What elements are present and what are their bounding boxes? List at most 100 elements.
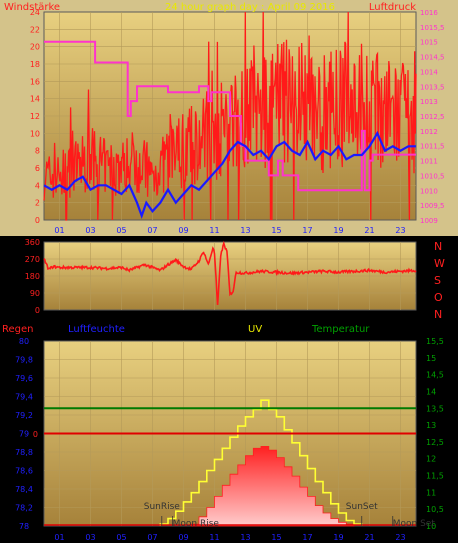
wind-tick-label: 0: [35, 216, 40, 225]
hour-tick-label: 03: [85, 226, 95, 235]
direction-tick-label: 90: [30, 289, 40, 298]
bottom-grid: [44, 341, 416, 526]
wind-tick-label: 12: [30, 112, 40, 121]
pressure-tick-label: 1014: [420, 68, 438, 76]
pressure-tick-label: 1010: [420, 187, 438, 195]
compass-letter: W: [434, 257, 445, 270]
hour-tick-label: 21: [364, 533, 374, 542]
bottom-series: [44, 399, 416, 527]
temperature-tick-label: 12,5: [426, 438, 444, 447]
pressure-tick-label: 1012: [420, 128, 438, 136]
hour-tick-label: 11: [209, 533, 219, 542]
hour-tick-label: 01: [54, 226, 64, 235]
hour-tick-label: 01: [54, 533, 64, 542]
hour-tick-label: 23: [395, 226, 405, 235]
direction-grid: [44, 242, 416, 310]
hour-tick-label: 05: [116, 533, 126, 542]
humidity-tick-label: 78,4: [15, 485, 33, 494]
luftfeuchte-label: Luftfeuchte: [68, 324, 125, 335]
bottom-chart: Regen Luftfeuchte UV Temperatur 7878,278…: [0, 318, 458, 543]
humidity-tick-label: 79: [19, 430, 29, 439]
pressure-tick-label: 1015: [420, 39, 438, 47]
sunrise-annotation: SunRise: [144, 502, 181, 512]
temperature-tick-label: 10,5: [426, 505, 444, 514]
direction-axis-ticks: 0 90 180 270 360: [25, 238, 40, 315]
uv-fill-area: [190, 446, 355, 527]
wind-tick-label: 6: [35, 164, 40, 173]
wind-average-line: [43, 130, 416, 219]
wind-tick-label: 4: [35, 181, 40, 190]
pressure-tick-label: 1012,5: [420, 113, 445, 121]
hour-tick-label: 19: [333, 533, 343, 542]
humidity-tick-label: 78,8: [15, 448, 33, 457]
wind-tick-label: 20: [30, 43, 40, 52]
pressure-axis-ticks: 1009 1009,5 1010 1010,5 1011 1011,5 1012 1012,5…: [420, 9, 445, 225]
temperatur-label: Temperatur: [311, 324, 370, 335]
hour-tick-label: 13: [240, 533, 250, 542]
temperature-tick-label: 13,5: [426, 404, 444, 413]
top-series: [43, 11, 417, 221]
humidity-tick-label: 78,2: [15, 504, 33, 513]
hour-tick-label: 17: [302, 533, 312, 542]
compass-letter: S: [434, 274, 441, 287]
humidity-tick-label: 79,2: [15, 411, 33, 420]
temperature-tick-label: 14,5: [426, 371, 444, 380]
sunset-annotation: SunSet: [346, 502, 378, 512]
hour-tick-label: 21: [364, 226, 374, 235]
wind-tick-label: 2: [35, 199, 40, 208]
pressure-tick-label: 1015,5: [420, 24, 445, 32]
pressure-tick-label: 1009,5: [420, 202, 445, 210]
humidity-tick-label: 80: [19, 337, 29, 346]
temperature-tick-label: 12: [426, 455, 436, 464]
moonrise-annotation: Moon Rise: [173, 519, 220, 529]
humidity-tick-label: 79,8: [15, 356, 33, 365]
wind-tick-label: 10: [30, 129, 40, 138]
humidity-tick-label: 79,6: [15, 374, 33, 383]
top-chart: Windstärke 24 hour graph day : April 09 …: [0, 0, 458, 236]
direction-series: [43, 240, 417, 306]
temperature-tick-label: 11: [426, 488, 436, 497]
direction-tick-label: 180: [25, 272, 40, 281]
direction-tick-label: 0: [35, 306, 40, 315]
wind-tick-label: 14: [30, 95, 40, 104]
pressure-tick-label: 1013: [420, 98, 438, 106]
pressure-axis-label: Luftdruck: [369, 2, 416, 13]
hour-tick-label: 13: [240, 226, 250, 235]
rain-zero-label: 0: [33, 430, 38, 439]
pressure-line: [44, 40, 416, 192]
compass-letter: O: [434, 291, 443, 304]
pressure-tick-label: 1009: [420, 217, 438, 225]
temperature-tick-label: 14: [426, 387, 436, 396]
wind-tick-label: 18: [30, 60, 40, 69]
temperature-tick-label: 15: [426, 354, 436, 363]
temperature-axis-ticks: 10 10,5 11 11,5 12 12,5 13 13,5 14 14,5 15 15,5: [426, 337, 444, 531]
pressure-tick-label: 1014,5: [420, 54, 445, 62]
hour-tick-label: 07: [147, 533, 157, 542]
hour-tick-label: 17: [302, 226, 312, 235]
humidity-axis-ticks: 78 78,2 78,4 78,6 78,8 79 79,2 79,4 79,6 79,8 80: [15, 337, 33, 531]
hour-tick-label: 05: [116, 226, 126, 235]
bottom-hour-ticks: 01 03 05 07 09 11 13 15 17 19 21 23: [54, 533, 405, 542]
temperature-tick-label: 11,5: [426, 472, 444, 481]
pressure-tick-label: 1010,5: [420, 172, 445, 180]
humidity-tick-label: 79,4: [15, 393, 33, 402]
hour-tick-label: 09: [178, 226, 188, 235]
uv-label: UV: [248, 324, 262, 335]
compass-letter: N: [434, 240, 442, 253]
hour-tick-label: 03: [85, 533, 95, 542]
pressure-tick-label: 1013,5: [420, 83, 445, 91]
top-hour-ticks: 01 03 05 07 09 11 13 15 17 19 21 23: [54, 226, 405, 235]
regen-label: Regen: [2, 324, 34, 335]
wind-tick-label: 22: [30, 25, 40, 34]
humidity-tick-label: 78: [19, 522, 29, 531]
temperature-tick-label: 10: [426, 522, 436, 531]
compass-letter: N: [434, 308, 442, 321]
humidity-tick-label: 78,6: [15, 467, 33, 476]
temperature-tick-label: 13: [426, 421, 436, 430]
hour-tick-label: 23: [395, 533, 405, 542]
